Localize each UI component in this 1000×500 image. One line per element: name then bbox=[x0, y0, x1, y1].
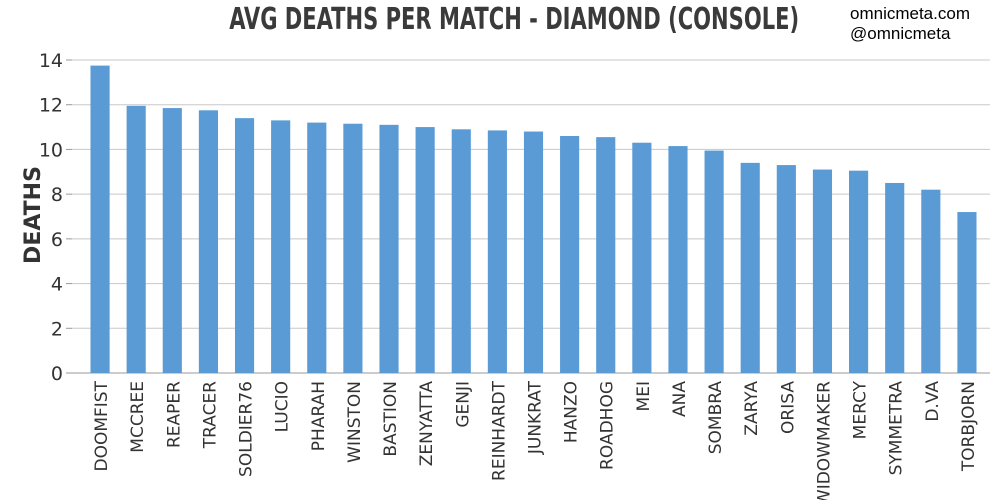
bar-bastion bbox=[379, 124, 399, 373]
x-tick-label: MCCREE bbox=[128, 381, 148, 453]
x-tick-label: REINHARDT bbox=[489, 380, 509, 481]
bar-widowmaker bbox=[812, 169, 833, 373]
bars bbox=[90, 65, 977, 373]
bar-pharah bbox=[307, 122, 327, 373]
x-tick-label: MERCY bbox=[851, 380, 871, 439]
y-tick-label: 10 bbox=[39, 139, 63, 161]
bar-sombra bbox=[704, 150, 724, 373]
y-axis-ticks: 0 2 4 6 8 10 12 14 bbox=[39, 50, 63, 385]
x-tick-label: ROADHOG bbox=[598, 381, 618, 470]
bar-soldier76 bbox=[234, 118, 255, 373]
bar-torbjorn bbox=[957, 212, 977, 373]
x-tick-label: ZARYA bbox=[742, 381, 762, 436]
x-tick-label: SOLDIER76 bbox=[237, 381, 257, 477]
x-tick-label: BASTION bbox=[381, 381, 401, 457]
x-tick-label: DOOMFIST bbox=[92, 380, 112, 471]
bar-zarya bbox=[740, 162, 760, 373]
bar-lucio bbox=[271, 120, 291, 373]
bar-mercy bbox=[849, 170, 869, 373]
y-tick-label: 8 bbox=[51, 184, 63, 206]
x-tick-label: SYMMETRA bbox=[887, 381, 907, 476]
bar-genji bbox=[451, 129, 471, 373]
x-tick-label: LUCIO bbox=[273, 381, 293, 432]
bar-junkrat bbox=[523, 131, 544, 373]
x-tick-label: HANZO bbox=[562, 381, 582, 443]
y-tick-label: 14 bbox=[39, 50, 63, 72]
x-tick-label: TRACER bbox=[200, 381, 220, 449]
x-tick-label: JUNKRAT bbox=[526, 380, 546, 455]
chart-title: AVG DEATHS PER MATCH - DIAMOND (CONSOLE) bbox=[229, 2, 800, 37]
y-tick-label: 6 bbox=[51, 229, 63, 251]
bar-orisa bbox=[776, 165, 796, 373]
bar-winston bbox=[343, 123, 363, 373]
bar-roadhog bbox=[596, 137, 616, 373]
y-axis-label: DEATHS bbox=[21, 166, 46, 264]
y-tick-label: 2 bbox=[51, 318, 63, 340]
x-tick-label: D.VA bbox=[923, 381, 943, 422]
y-tick-label: 12 bbox=[39, 95, 63, 117]
x-tick-label: PHARAH bbox=[309, 381, 329, 451]
bar-mei bbox=[632, 142, 652, 373]
bar-d-va bbox=[921, 189, 941, 373]
bar-doomfist bbox=[90, 65, 110, 373]
x-tick-label: REAPER bbox=[164, 381, 184, 448]
bar-ana bbox=[668, 146, 688, 373]
x-tick-label: SOMBRA bbox=[706, 381, 726, 455]
bar-reaper bbox=[162, 108, 182, 373]
x-tick-label: TORBJORN bbox=[959, 381, 979, 472]
x-tick-label: MEI bbox=[634, 381, 654, 411]
x-tick-label: WIDOWMAKER bbox=[814, 381, 834, 500]
bar-symmetra bbox=[885, 182, 905, 373]
y-tick-label: 0 bbox=[51, 363, 63, 385]
bar-hanzo bbox=[560, 136, 580, 373]
watermark: omnicmeta.com @omnicmeta bbox=[850, 4, 970, 44]
bar-mccree bbox=[126, 105, 146, 373]
x-tick-label: WINSTON bbox=[345, 381, 365, 463]
x-tick-label: ORISA bbox=[778, 381, 798, 434]
y-tick-label: 4 bbox=[51, 274, 63, 296]
x-axis-ticks: DOOMFIST MCCREE REAPER TRACER SOLDIER76 LUCIO… bbox=[92, 380, 979, 500]
bar-reinhardt bbox=[487, 130, 507, 373]
x-tick-label: ANA bbox=[670, 381, 690, 417]
bar-zenyatta bbox=[415, 127, 435, 373]
x-tick-label: GENJI bbox=[453, 381, 473, 428]
watermark-site: omnicmeta.com bbox=[850, 4, 970, 23]
x-tick-label: ZENYATTA bbox=[417, 381, 437, 467]
bar-tracer bbox=[198, 110, 218, 373]
watermark-handle: @omnicmeta bbox=[850, 24, 951, 43]
